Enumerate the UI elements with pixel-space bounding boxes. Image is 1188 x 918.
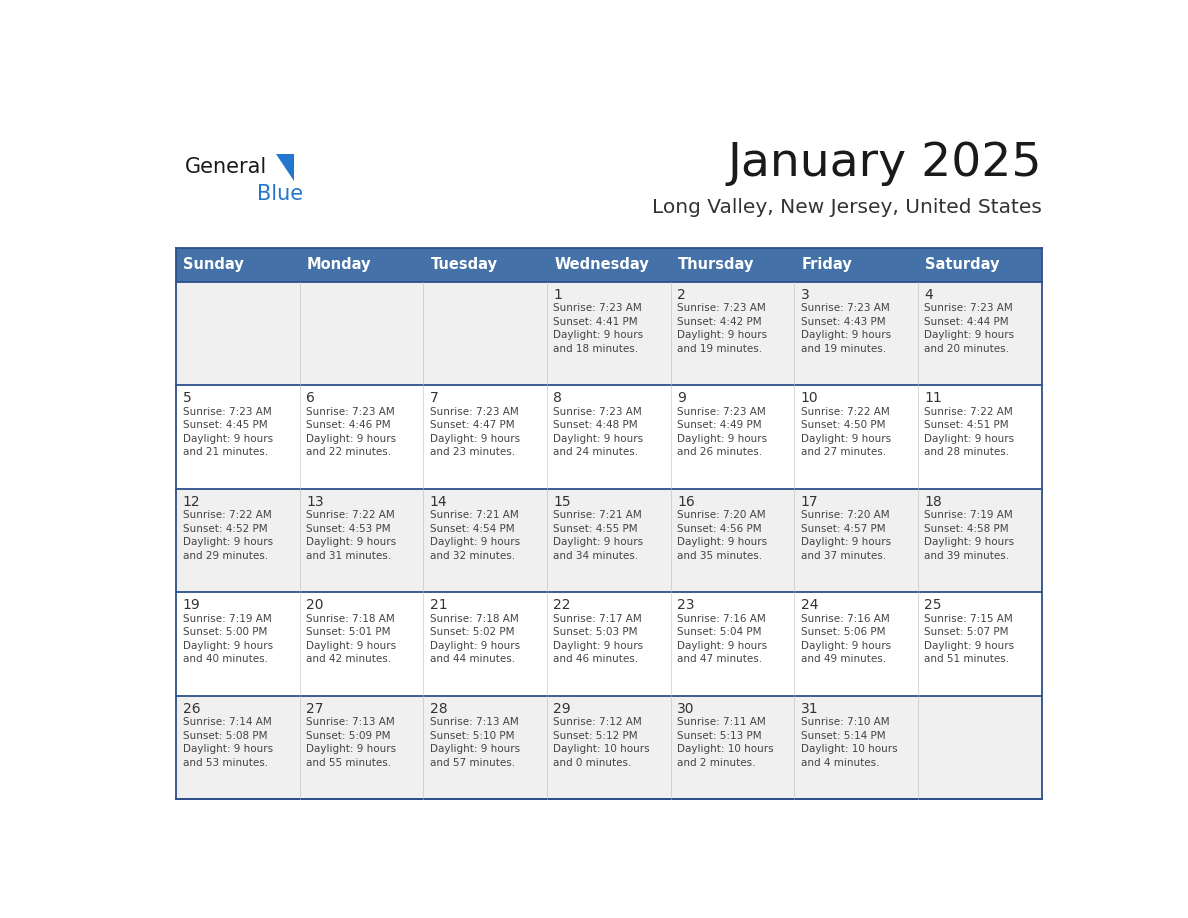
Bar [176,696,1042,800]
Text: 17: 17 [801,495,819,509]
Text: Sunrise: 7:18 AM
Sunset: 5:01 PM
Daylight: 9 hours
and 42 minutes.: Sunrise: 7:18 AM Sunset: 5:01 PM Dayligh… [307,613,397,665]
Text: 2: 2 [677,287,685,302]
Text: Sunday: Sunday [183,257,245,273]
Text: Monday: Monday [308,257,372,273]
Text: 4: 4 [924,287,933,302]
Text: 9: 9 [677,391,685,405]
Text: 22: 22 [554,598,571,612]
Text: 27: 27 [307,701,323,715]
Text: Sunrise: 7:18 AM
Sunset: 5:02 PM
Daylight: 9 hours
and 44 minutes.: Sunrise: 7:18 AM Sunset: 5:02 PM Dayligh… [430,613,520,665]
Text: 24: 24 [801,598,819,612]
Text: 20: 20 [307,598,323,612]
Text: 14: 14 [430,495,448,509]
Text: Sunrise: 7:20 AM
Sunset: 4:57 PM
Daylight: 9 hours
and 37 minutes.: Sunrise: 7:20 AM Sunset: 4:57 PM Dayligh… [801,510,891,561]
Text: Sunrise: 7:20 AM
Sunset: 4:56 PM
Daylight: 9 hours
and 35 minutes.: Sunrise: 7:20 AM Sunset: 4:56 PM Dayligh… [677,510,767,561]
Text: 26: 26 [183,701,201,715]
Text: 13: 13 [307,495,324,509]
Bar [176,489,1042,592]
Polygon shape [276,154,293,181]
Bar [176,592,1042,696]
Bar [176,248,299,282]
Text: Saturday: Saturday [925,257,1000,273]
Text: 28: 28 [430,701,448,715]
Text: Sunrise: 7:23 AM
Sunset: 4:47 PM
Daylight: 9 hours
and 23 minutes.: Sunrise: 7:23 AM Sunset: 4:47 PM Dayligh… [430,407,520,457]
Text: Sunrise: 7:13 AM
Sunset: 5:10 PM
Daylight: 9 hours
and 57 minutes.: Sunrise: 7:13 AM Sunset: 5:10 PM Dayligh… [430,717,520,767]
Text: January 2025: January 2025 [727,140,1042,185]
Text: Sunrise: 7:22 AM
Sunset: 4:51 PM
Daylight: 9 hours
and 28 minutes.: Sunrise: 7:22 AM Sunset: 4:51 PM Dayligh… [924,407,1015,457]
Text: 12: 12 [183,495,201,509]
Text: 7: 7 [430,391,438,405]
Bar [299,248,423,282]
Text: 31: 31 [801,701,819,715]
Text: General: General [185,157,267,176]
Text: 11: 11 [924,391,942,405]
Text: 16: 16 [677,495,695,509]
Text: 1: 1 [554,287,562,302]
Text: 10: 10 [801,391,819,405]
Text: Sunrise: 7:23 AM
Sunset: 4:42 PM
Daylight: 9 hours
and 19 minutes.: Sunrise: 7:23 AM Sunset: 4:42 PM Dayligh… [677,303,767,354]
Text: 6: 6 [307,391,315,405]
Text: Sunrise: 7:16 AM
Sunset: 5:06 PM
Daylight: 9 hours
and 49 minutes.: Sunrise: 7:16 AM Sunset: 5:06 PM Dayligh… [801,613,891,665]
Text: 19: 19 [183,598,201,612]
Text: Sunrise: 7:17 AM
Sunset: 5:03 PM
Daylight: 9 hours
and 46 minutes.: Sunrise: 7:17 AM Sunset: 5:03 PM Dayligh… [554,613,644,665]
Text: 25: 25 [924,598,942,612]
Text: 3: 3 [801,287,809,302]
Text: 21: 21 [430,598,448,612]
Text: Sunrise: 7:19 AM
Sunset: 5:00 PM
Daylight: 9 hours
and 40 minutes.: Sunrise: 7:19 AM Sunset: 5:00 PM Dayligh… [183,613,273,665]
Text: 23: 23 [677,598,695,612]
Text: Sunrise: 7:16 AM
Sunset: 5:04 PM
Daylight: 9 hours
and 47 minutes.: Sunrise: 7:16 AM Sunset: 5:04 PM Dayligh… [677,613,767,665]
Text: Sunrise: 7:12 AM
Sunset: 5:12 PM
Daylight: 10 hours
and 0 minutes.: Sunrise: 7:12 AM Sunset: 5:12 PM Dayligh… [554,717,650,767]
Text: Sunrise: 7:10 AM
Sunset: 5:14 PM
Daylight: 10 hours
and 4 minutes.: Sunrise: 7:10 AM Sunset: 5:14 PM Dayligh… [801,717,897,767]
Bar [795,248,918,282]
Text: Thursday: Thursday [678,257,754,273]
Text: 30: 30 [677,701,695,715]
Text: Blue: Blue [257,184,303,204]
Text: Sunrise: 7:21 AM
Sunset: 4:55 PM
Daylight: 9 hours
and 34 minutes.: Sunrise: 7:21 AM Sunset: 4:55 PM Dayligh… [554,510,644,561]
Text: Tuesday: Tuesday [431,257,498,273]
Text: 18: 18 [924,495,942,509]
Text: Sunrise: 7:21 AM
Sunset: 4:54 PM
Daylight: 9 hours
and 32 minutes.: Sunrise: 7:21 AM Sunset: 4:54 PM Dayligh… [430,510,520,561]
Text: Sunrise: 7:22 AM
Sunset: 4:52 PM
Daylight: 9 hours
and 29 minutes.: Sunrise: 7:22 AM Sunset: 4:52 PM Dayligh… [183,510,273,561]
Text: Sunrise: 7:19 AM
Sunset: 4:58 PM
Daylight: 9 hours
and 39 minutes.: Sunrise: 7:19 AM Sunset: 4:58 PM Dayligh… [924,510,1015,561]
Text: Wednesday: Wednesday [555,257,649,273]
Bar [176,282,1042,386]
Bar [671,248,795,282]
Bar [423,248,546,282]
Text: Sunrise: 7:23 AM
Sunset: 4:43 PM
Daylight: 9 hours
and 19 minutes.: Sunrise: 7:23 AM Sunset: 4:43 PM Dayligh… [801,303,891,354]
Text: Sunrise: 7:13 AM
Sunset: 5:09 PM
Daylight: 9 hours
and 55 minutes.: Sunrise: 7:13 AM Sunset: 5:09 PM Dayligh… [307,717,397,767]
Bar [176,386,1042,489]
Text: Friday: Friday [802,257,853,273]
Text: Sunrise: 7:14 AM
Sunset: 5:08 PM
Daylight: 9 hours
and 53 minutes.: Sunrise: 7:14 AM Sunset: 5:08 PM Dayligh… [183,717,273,767]
Text: Sunrise: 7:23 AM
Sunset: 4:49 PM
Daylight: 9 hours
and 26 minutes.: Sunrise: 7:23 AM Sunset: 4:49 PM Dayligh… [677,407,767,457]
Text: Sunrise: 7:22 AM
Sunset: 4:53 PM
Daylight: 9 hours
and 31 minutes.: Sunrise: 7:22 AM Sunset: 4:53 PM Dayligh… [307,510,397,561]
Text: 29: 29 [554,701,571,715]
Text: Sunrise: 7:11 AM
Sunset: 5:13 PM
Daylight: 10 hours
and 2 minutes.: Sunrise: 7:11 AM Sunset: 5:13 PM Dayligh… [677,717,773,767]
Text: Sunrise: 7:23 AM
Sunset: 4:45 PM
Daylight: 9 hours
and 21 minutes.: Sunrise: 7:23 AM Sunset: 4:45 PM Dayligh… [183,407,273,457]
Text: 15: 15 [554,495,571,509]
Text: 8: 8 [554,391,562,405]
Text: Sunrise: 7:23 AM
Sunset: 4:44 PM
Daylight: 9 hours
and 20 minutes.: Sunrise: 7:23 AM Sunset: 4:44 PM Dayligh… [924,303,1015,354]
Text: Long Valley, New Jersey, United States: Long Valley, New Jersey, United States [652,198,1042,218]
Text: Sunrise: 7:23 AM
Sunset: 4:46 PM
Daylight: 9 hours
and 22 minutes.: Sunrise: 7:23 AM Sunset: 4:46 PM Dayligh… [307,407,397,457]
Bar [918,248,1042,282]
Text: Sunrise: 7:23 AM
Sunset: 4:41 PM
Daylight: 9 hours
and 18 minutes.: Sunrise: 7:23 AM Sunset: 4:41 PM Dayligh… [554,303,644,354]
Text: 5: 5 [183,391,191,405]
Text: Sunrise: 7:23 AM
Sunset: 4:48 PM
Daylight: 9 hours
and 24 minutes.: Sunrise: 7:23 AM Sunset: 4:48 PM Dayligh… [554,407,644,457]
Text: Sunrise: 7:15 AM
Sunset: 5:07 PM
Daylight: 9 hours
and 51 minutes.: Sunrise: 7:15 AM Sunset: 5:07 PM Dayligh… [924,613,1015,665]
Bar [546,248,671,282]
Text: Sunrise: 7:22 AM
Sunset: 4:50 PM
Daylight: 9 hours
and 27 minutes.: Sunrise: 7:22 AM Sunset: 4:50 PM Dayligh… [801,407,891,457]
